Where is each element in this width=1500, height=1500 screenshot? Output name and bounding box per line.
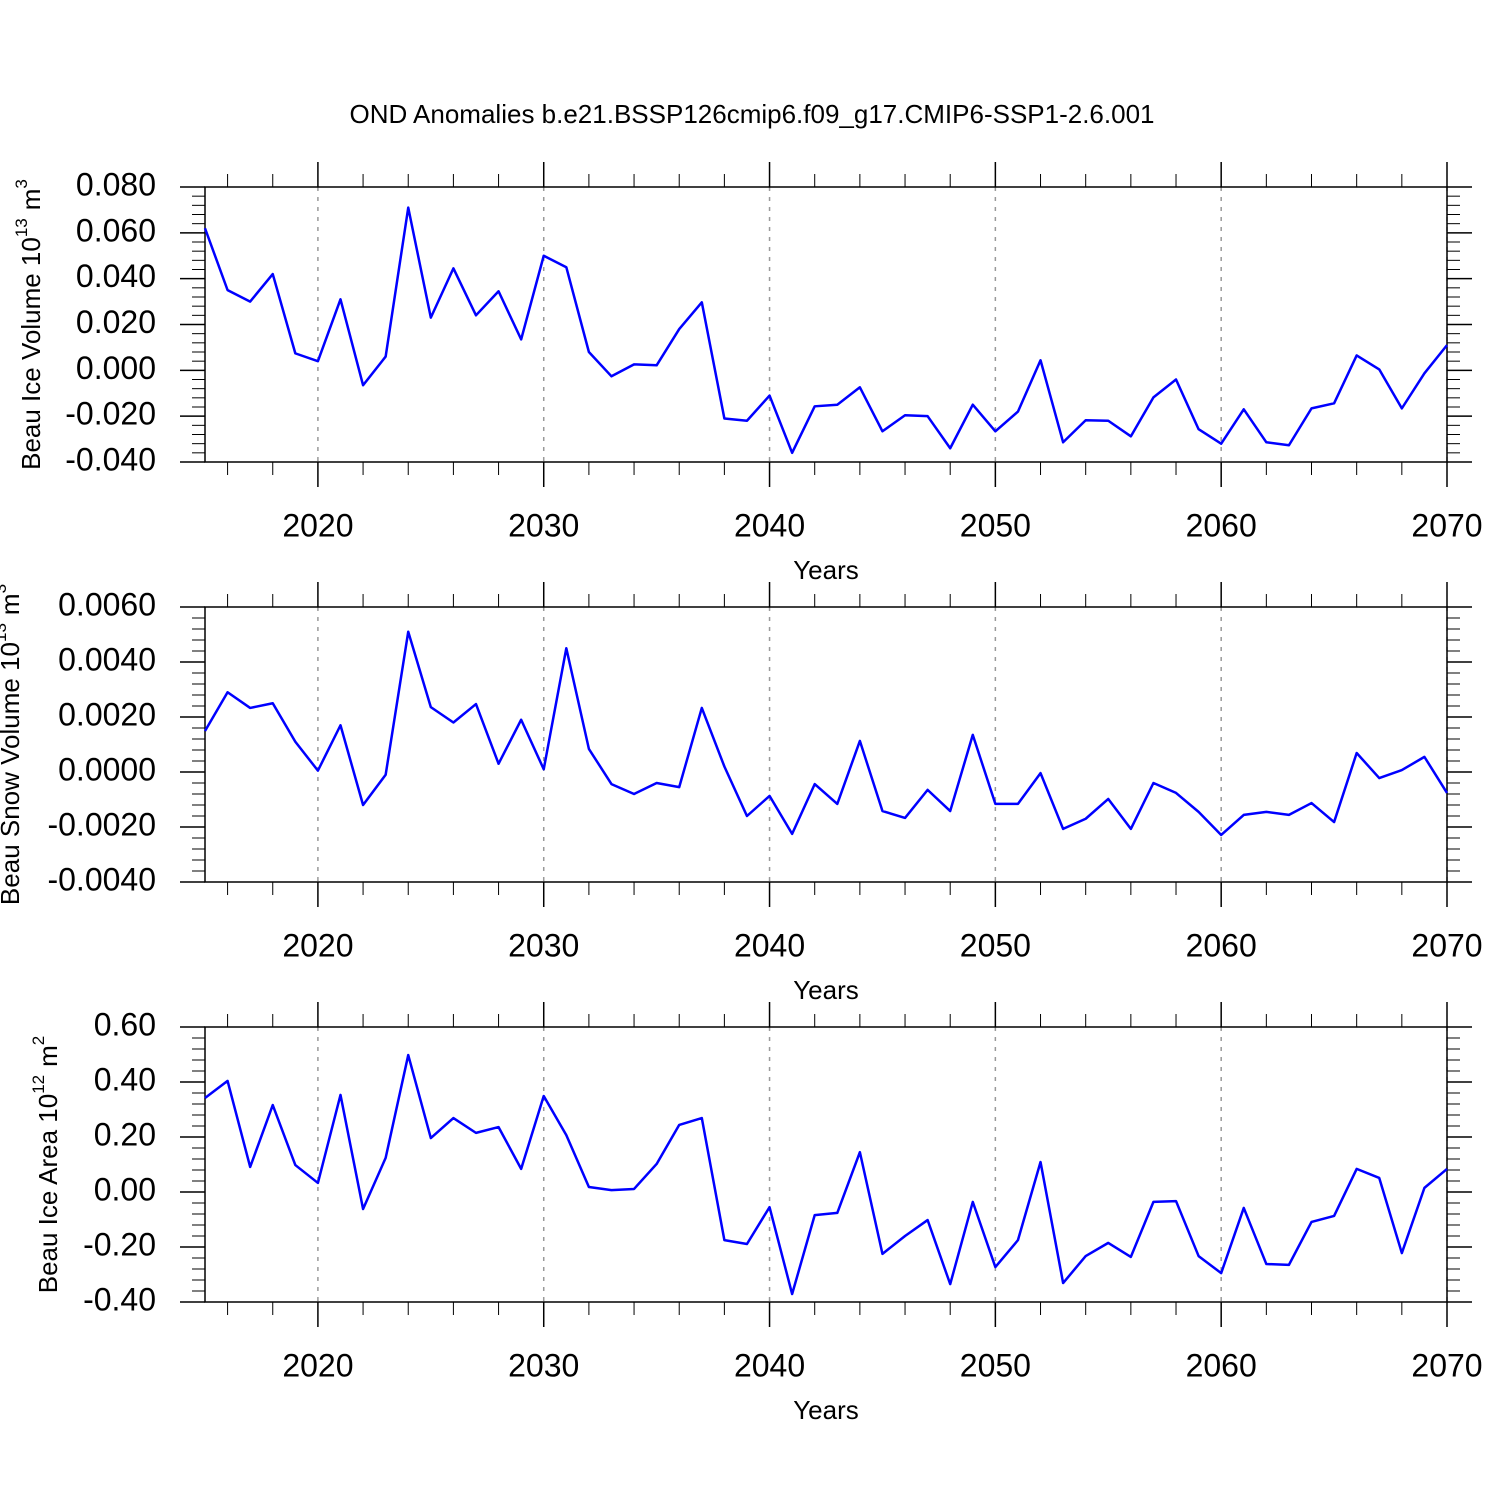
y-axis-label-unit: m xyxy=(16,189,46,211)
y-tick-label: 0.60 xyxy=(94,1006,156,1042)
y-tick-label: 0.060 xyxy=(76,212,156,248)
y-axis-label-unit-exponent: 3 xyxy=(12,179,31,188)
data-line xyxy=(204,1053,1448,1296)
panel: 2020 2030 2040 2050 2060 2070 -0.40 -0.20 0.00 0.… xyxy=(29,1002,1483,1425)
y-axis-label-unit: m xyxy=(33,1045,63,1067)
y-tick-label: 0.20 xyxy=(94,1116,156,1152)
x-tick-label: 2070 xyxy=(1411,507,1482,543)
x-tick-label: 2040 xyxy=(734,507,805,543)
y-axis-label-text: Beau Ice Volume 10 xyxy=(16,237,46,470)
y-axis-label: Beau Ice Area 1012 m2 xyxy=(29,1036,62,1294)
y-tick-label: 0.0060 xyxy=(58,586,156,622)
x-tick-label: 2070 xyxy=(1411,927,1482,963)
y-axis-label-text: Beau Ice Area 10 xyxy=(33,1094,63,1293)
y-tick-label: -0.0040 xyxy=(47,861,156,897)
y-tick-label: 0.0000 xyxy=(58,751,156,787)
y-tick-label: -0.020 xyxy=(65,396,156,432)
plot-frame xyxy=(204,1026,1448,1303)
y-axis-label: Beau Snow Volume 1013 m3 xyxy=(0,584,25,905)
y-axis-label: Beau Ice Volume 1013 m3 xyxy=(12,179,45,470)
plot-frame xyxy=(204,186,1448,463)
x-tick-label: 2020 xyxy=(282,927,353,963)
x-tick-label: 2030 xyxy=(508,507,579,543)
y-tick-label: -0.0020 xyxy=(47,806,156,842)
x-tick-label: 2060 xyxy=(1186,927,1257,963)
y-tick-label: 0.40 xyxy=(94,1061,156,1097)
y-tick-label: -0.40 xyxy=(83,1281,156,1317)
x-axis-label: Years xyxy=(793,1395,859,1425)
y-tick-label: -0.040 xyxy=(65,441,156,477)
x-tick-label: 2030 xyxy=(508,927,579,963)
x-tick-label: 2060 xyxy=(1186,507,1257,543)
x-axis-label: Years xyxy=(793,555,859,585)
y-tick-label: 0.020 xyxy=(76,304,156,340)
y-axis-label-exponent: 12 xyxy=(29,1075,48,1094)
plot-frame xyxy=(204,606,1448,883)
y-axis-label-exponent: 13 xyxy=(12,218,31,237)
panel: 2020 2030 2040 2050 2060 2070 -0.040 -0.020 0.00… xyxy=(12,162,1483,585)
y-axis-label-unit-exponent: 3 xyxy=(0,584,10,593)
data-line xyxy=(203,206,1448,455)
y-tick-label: 0.00 xyxy=(94,1171,156,1207)
y-tick-label: 0.000 xyxy=(76,350,156,386)
y-axis-label-unit: m xyxy=(0,593,25,615)
y-axis-label-unit-exponent: 2 xyxy=(29,1036,48,1045)
x-tick-label: 2030 xyxy=(508,1347,579,1383)
data-line xyxy=(203,630,1449,837)
y-tick-label: 0.080 xyxy=(76,166,156,202)
x-axis-label: Years xyxy=(793,975,859,1005)
y-tick-label: 0.040 xyxy=(76,258,156,294)
x-tick-label: 2060 xyxy=(1186,1347,1257,1383)
figure-title: OND Anomalies b.e21.BSSP126cmip6.f09_g17… xyxy=(349,99,1154,129)
x-tick-label: 2040 xyxy=(734,927,805,963)
x-tick-label: 2020 xyxy=(282,507,353,543)
x-tick-label: 2020 xyxy=(282,1347,353,1383)
x-tick-label: 2050 xyxy=(960,927,1031,963)
x-tick-label: 2050 xyxy=(960,507,1031,543)
x-tick-label: 2050 xyxy=(960,1347,1031,1383)
panel: 2020 2030 2040 2050 2060 2070 -0.0040 -0.0020 0.… xyxy=(0,582,1483,1005)
x-tick-label: 2070 xyxy=(1411,1347,1482,1383)
y-tick-label: 0.0020 xyxy=(58,696,156,732)
x-tick-label: 2040 xyxy=(734,1347,805,1383)
y-axis-label-text: Beau Snow Volume 10 xyxy=(0,642,25,905)
y-axis-label-exponent: 13 xyxy=(0,623,10,642)
y-tick-label: 0.0040 xyxy=(58,641,156,677)
y-tick-label: -0.20 xyxy=(83,1226,156,1262)
